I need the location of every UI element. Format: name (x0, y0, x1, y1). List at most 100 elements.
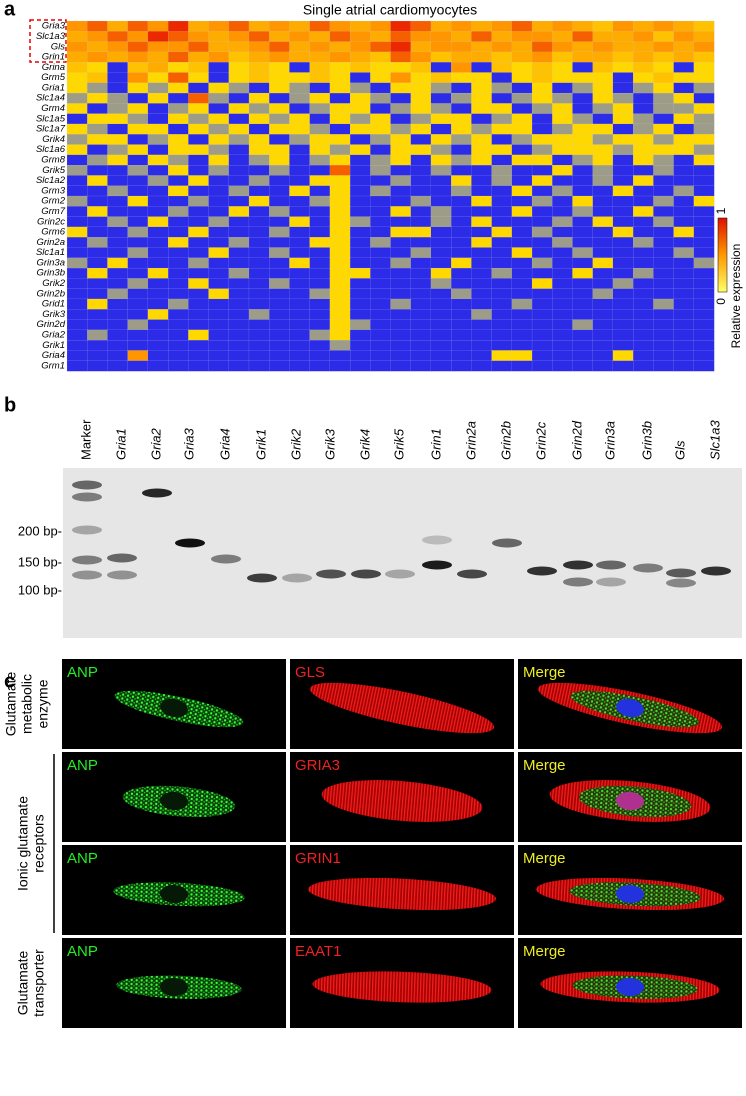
heatmap-cell (471, 257, 492, 269)
heatmap-cell (289, 247, 310, 259)
heatmap-cell (430, 288, 452, 300)
heatmap-cell (269, 226, 290, 238)
heatmap-cell (491, 92, 513, 104)
gel-band (563, 577, 593, 587)
heatmap-cell (693, 319, 715, 331)
heatmap-cell (673, 195, 695, 207)
nucleus (616, 698, 644, 718)
heatmap-cell (228, 51, 250, 63)
gel-band (316, 569, 346, 579)
heatmap-cell (390, 113, 412, 125)
heatmap-cell (673, 350, 695, 362)
heatmap-cell (673, 298, 695, 310)
heatmap-cell (66, 278, 88, 290)
heatmap-cell (451, 226, 472, 238)
heatmap-cell (673, 267, 695, 279)
heatmap-cell (451, 206, 472, 217)
heatmap-cell (471, 134, 492, 145)
heatmap-cell (228, 144, 250, 156)
heatmap-cell (107, 134, 129, 145)
heatmap-cell (612, 154, 634, 166)
heatmap-cell (329, 329, 351, 341)
heatmap-cell (633, 72, 654, 84)
heatmap-cell (208, 20, 230, 32)
heatmap-cell (410, 247, 432, 259)
heatmap-cell (552, 257, 573, 269)
heatmap-cell (370, 319, 391, 331)
heatmap-cell (107, 216, 129, 228)
heatmap-cell (127, 237, 149, 248)
heatmap-cell (228, 257, 250, 269)
heatmap-cell (289, 51, 310, 63)
heatmap-cell (248, 20, 270, 32)
heatmap-cell (269, 103, 290, 115)
heatmap-cell (370, 72, 391, 84)
nucleus (616, 977, 644, 997)
heatmap-cell (309, 319, 331, 331)
heatmap-cell (147, 144, 169, 156)
heatmap-cell (430, 82, 452, 94)
heatmap-cell (248, 298, 270, 310)
stain-label: EAAT1 (295, 943, 341, 960)
heatmap-cell (653, 288, 674, 300)
heatmap-cell (289, 123, 310, 135)
heatmap-cell (390, 237, 412, 248)
heatmap-cell (309, 288, 331, 300)
heatmap-cell (430, 319, 452, 331)
panel-label: c (4, 670, 15, 692)
gene-label: Grm5 (41, 72, 65, 83)
heatmap-cell (248, 62, 270, 73)
heatmap-cell (410, 134, 432, 145)
heatmap-cell (552, 113, 573, 125)
heatmap-cell (168, 340, 189, 351)
heatmap-cell (289, 237, 310, 248)
heatmap-cell (87, 195, 108, 207)
heatmap-cell (248, 134, 270, 145)
heatmap-cell (572, 278, 594, 290)
heatmap-cell (248, 360, 270, 372)
gene-label: Grin2a (36, 237, 65, 248)
gene-label: Grin1 (42, 52, 65, 63)
heatmap-cell (87, 185, 108, 197)
gene-label: Grik3 (42, 309, 65, 320)
heatmap-cell (612, 72, 634, 84)
lane-label: Slc1a3 (707, 419, 722, 460)
heatmap-cell (511, 195, 533, 207)
heatmap-cell (289, 20, 310, 32)
heatmap-cell (248, 278, 270, 290)
heatmap-cell (107, 144, 129, 156)
heatmap-cell (511, 247, 533, 259)
heatmap-cell (168, 20, 189, 32)
heatmap-cell (592, 41, 614, 53)
heatmap-cell (208, 195, 230, 207)
heatmap-cell (653, 103, 674, 115)
heatmap-cell (531, 62, 553, 73)
heatmap-cell (269, 237, 290, 248)
heatmap-cell (572, 329, 594, 341)
heatmap-cell (329, 206, 351, 217)
heatmap-cell (410, 165, 432, 176)
heatmap-cell (87, 288, 108, 300)
heatmap-cell (269, 216, 290, 228)
heatmap-cell (228, 41, 250, 53)
heatmap-cell (673, 175, 695, 187)
heatmap-cell (188, 319, 209, 331)
heatmap-cell (653, 278, 674, 290)
heatmap-cell (531, 195, 553, 207)
heatmap-cell (168, 206, 189, 217)
heatmap-cell (147, 41, 169, 53)
heatmap-cell (329, 82, 351, 94)
heatmap-cell (511, 134, 533, 145)
heatmap-cell (451, 165, 472, 176)
heatmap-cell (309, 206, 331, 217)
heatmap-cell (107, 103, 129, 115)
heatmap-cell (491, 329, 513, 341)
heatmap-cell (531, 51, 553, 63)
heatmap-cell (612, 278, 634, 290)
heatmap-cell (147, 350, 169, 362)
heatmap-cell (127, 360, 149, 372)
heatmap-cell (289, 134, 310, 145)
heatmap-cell (329, 113, 351, 125)
heatmap-cell (87, 237, 108, 248)
heatmap-cell (127, 329, 149, 341)
